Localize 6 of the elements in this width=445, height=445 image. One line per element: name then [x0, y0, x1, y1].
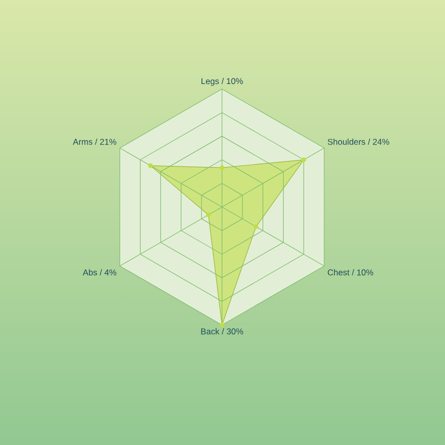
spoke-label: Arms / 21% [72, 138, 116, 145]
spoke-label: Legs / 10% [202, 78, 243, 86]
spoke-label: Abs / 4% [82, 269, 116, 276]
spoke-label: Chest / 10% [328, 269, 374, 276]
spoke-label: Shoulders / 24% [328, 138, 390, 145]
spoke-label: Back / 30% [201, 328, 244, 334]
